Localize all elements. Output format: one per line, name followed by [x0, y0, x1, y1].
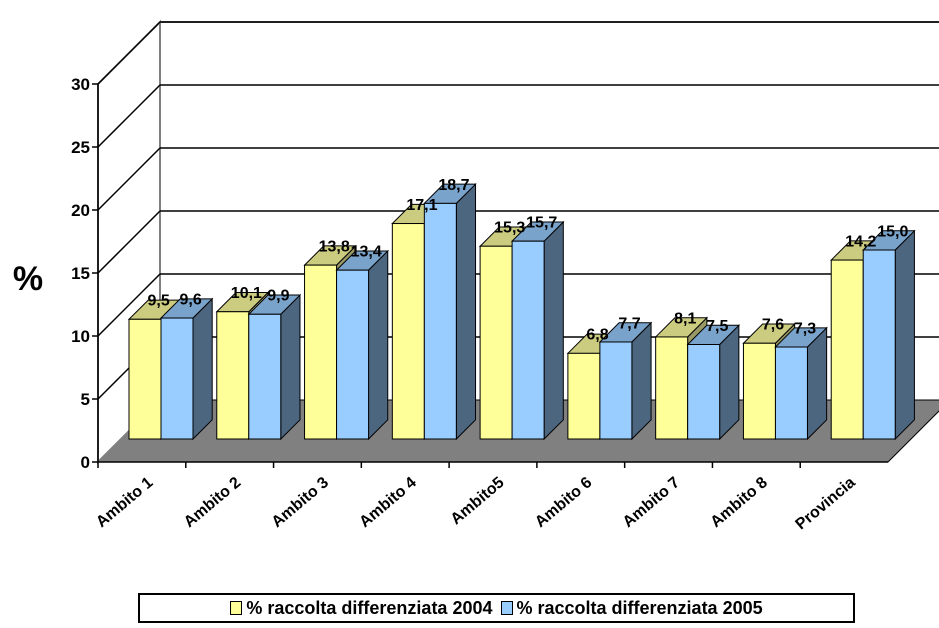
y-tick-label: 15 [71, 264, 90, 283]
bar-front-face [128, 318, 162, 440]
y-tick-label: 30 [71, 75, 90, 94]
bar-front-face [423, 202, 457, 440]
bar-front-face [687, 344, 721, 440]
bar-side-face [719, 324, 740, 441]
data-label-2005: 7,3 [794, 320, 816, 337]
bar-side-face [192, 297, 213, 441]
gridline-side [97, 147, 161, 211]
y-axis-title: % [13, 260, 43, 298]
bar-2005 [423, 182, 477, 441]
data-label-2004: 10,1 [231, 285, 262, 302]
data-label-2005: 15,7 [526, 215, 557, 232]
data-label-2005: 9,9 [267, 288, 289, 305]
data-label-2005: 9,6 [179, 291, 201, 308]
y-tick-label: 10 [71, 327, 90, 346]
legend-item-2005: % raccolta differenziata 2005 [500, 597, 763, 619]
data-labels: 9,5 9,6 10,1 9,9 13,8 13,4 17,118,7 15,3 15,7 6,8… [147, 177, 908, 344]
bar-front-face [742, 342, 776, 440]
bar-2005 [247, 293, 302, 441]
category-label: Ambito 4 [356, 474, 419, 531]
data-label-2004: 7,6 [762, 317, 784, 334]
data-label-2004: 6,8 [586, 327, 608, 344]
bar-2005 [686, 324, 741, 441]
data-label-2004: 13,8 [319, 239, 350, 256]
category-label: Ambito 1 [93, 474, 156, 531]
data-label-2005: 18,7 [438, 177, 469, 194]
gridline-side [97, 273, 161, 337]
bar-front-face [304, 264, 338, 440]
bar-2005 [598, 321, 653, 441]
category-label: Ambito 2 [181, 474, 244, 531]
legend-label-2005: % raccolta differenziata 2005 [516, 597, 763, 618]
gridline-side [97, 210, 161, 274]
bar-side-face [280, 293, 301, 441]
value-axis: 0 5 10 15 20 25 30 [71, 75, 888, 472]
bar-front-face [511, 240, 545, 440]
bar-front-face [862, 249, 896, 440]
y-tick-label: 20 [71, 201, 90, 220]
data-label-2004: 17,1 [406, 197, 437, 214]
legend-item-2004: % raccolta differenziata 2004 [230, 597, 493, 619]
bar-front-face [479, 245, 513, 440]
data-label-2004: 15,3 [494, 220, 525, 237]
bar-2005 [774, 326, 828, 441]
bar-2005 [159, 297, 214, 441]
bar-front-face [774, 346, 808, 440]
bar-front-face [336, 269, 370, 440]
bar-side-face [631, 321, 652, 441]
bar-2005 [510, 220, 565, 441]
category-axis: Ambito 1 Ambito 2 Ambito 3 Ambito 4 Ambito5 A… [93, 474, 859, 533]
bar-2005 [862, 229, 916, 441]
y-tick-label: 25 [71, 138, 90, 157]
category-label: Ambito 7 [620, 474, 683, 531]
data-label-2005: 7,7 [618, 315, 640, 332]
bar-side-face [368, 249, 389, 441]
legend-swatch-2004 [230, 601, 243, 615]
category-label: Ambito 3 [269, 474, 332, 531]
category-label: Provincia [793, 474, 859, 533]
data-label-2004: 14,2 [845, 233, 876, 250]
gridline-side [97, 84, 161, 148]
data-label-2004: 9,5 [147, 293, 169, 310]
legend-swatch-2005 [500, 601, 513, 615]
y-tick-label: 0 [81, 453, 90, 472]
bar-front-face [599, 341, 633, 440]
bar-front-face [391, 223, 425, 440]
bar-front-face [160, 317, 194, 440]
bar-2005 [335, 249, 389, 441]
bar-side-face [894, 229, 915, 441]
gridline-side [97, 21, 161, 85]
category-label: Ambito 8 [708, 474, 771, 531]
bar-front-face [216, 311, 250, 440]
data-label-2004: 8,1 [674, 310, 696, 327]
legend-label-2004: % raccolta differenziata 2004 [246, 597, 493, 618]
bar-side-face [543, 220, 564, 441]
category-label: Ambito 6 [532, 474, 595, 531]
data-label-2005: 13,4 [351, 244, 382, 261]
y-tick-label: 5 [81, 390, 90, 409]
bar-front-face [248, 313, 282, 440]
bar-side-face [455, 182, 477, 441]
bar-front-face [655, 336, 689, 440]
data-label-2005: 7,5 [706, 318, 728, 335]
data-label-2005: 15,0 [877, 223, 908, 240]
bar-front-face [567, 352, 601, 440]
bar-front-face [830, 259, 864, 440]
category-label: Ambito5 [448, 474, 508, 528]
chart-bars [127, 182, 916, 441]
legend: % raccolta differenziata 2004 % raccolta… [138, 593, 855, 623]
